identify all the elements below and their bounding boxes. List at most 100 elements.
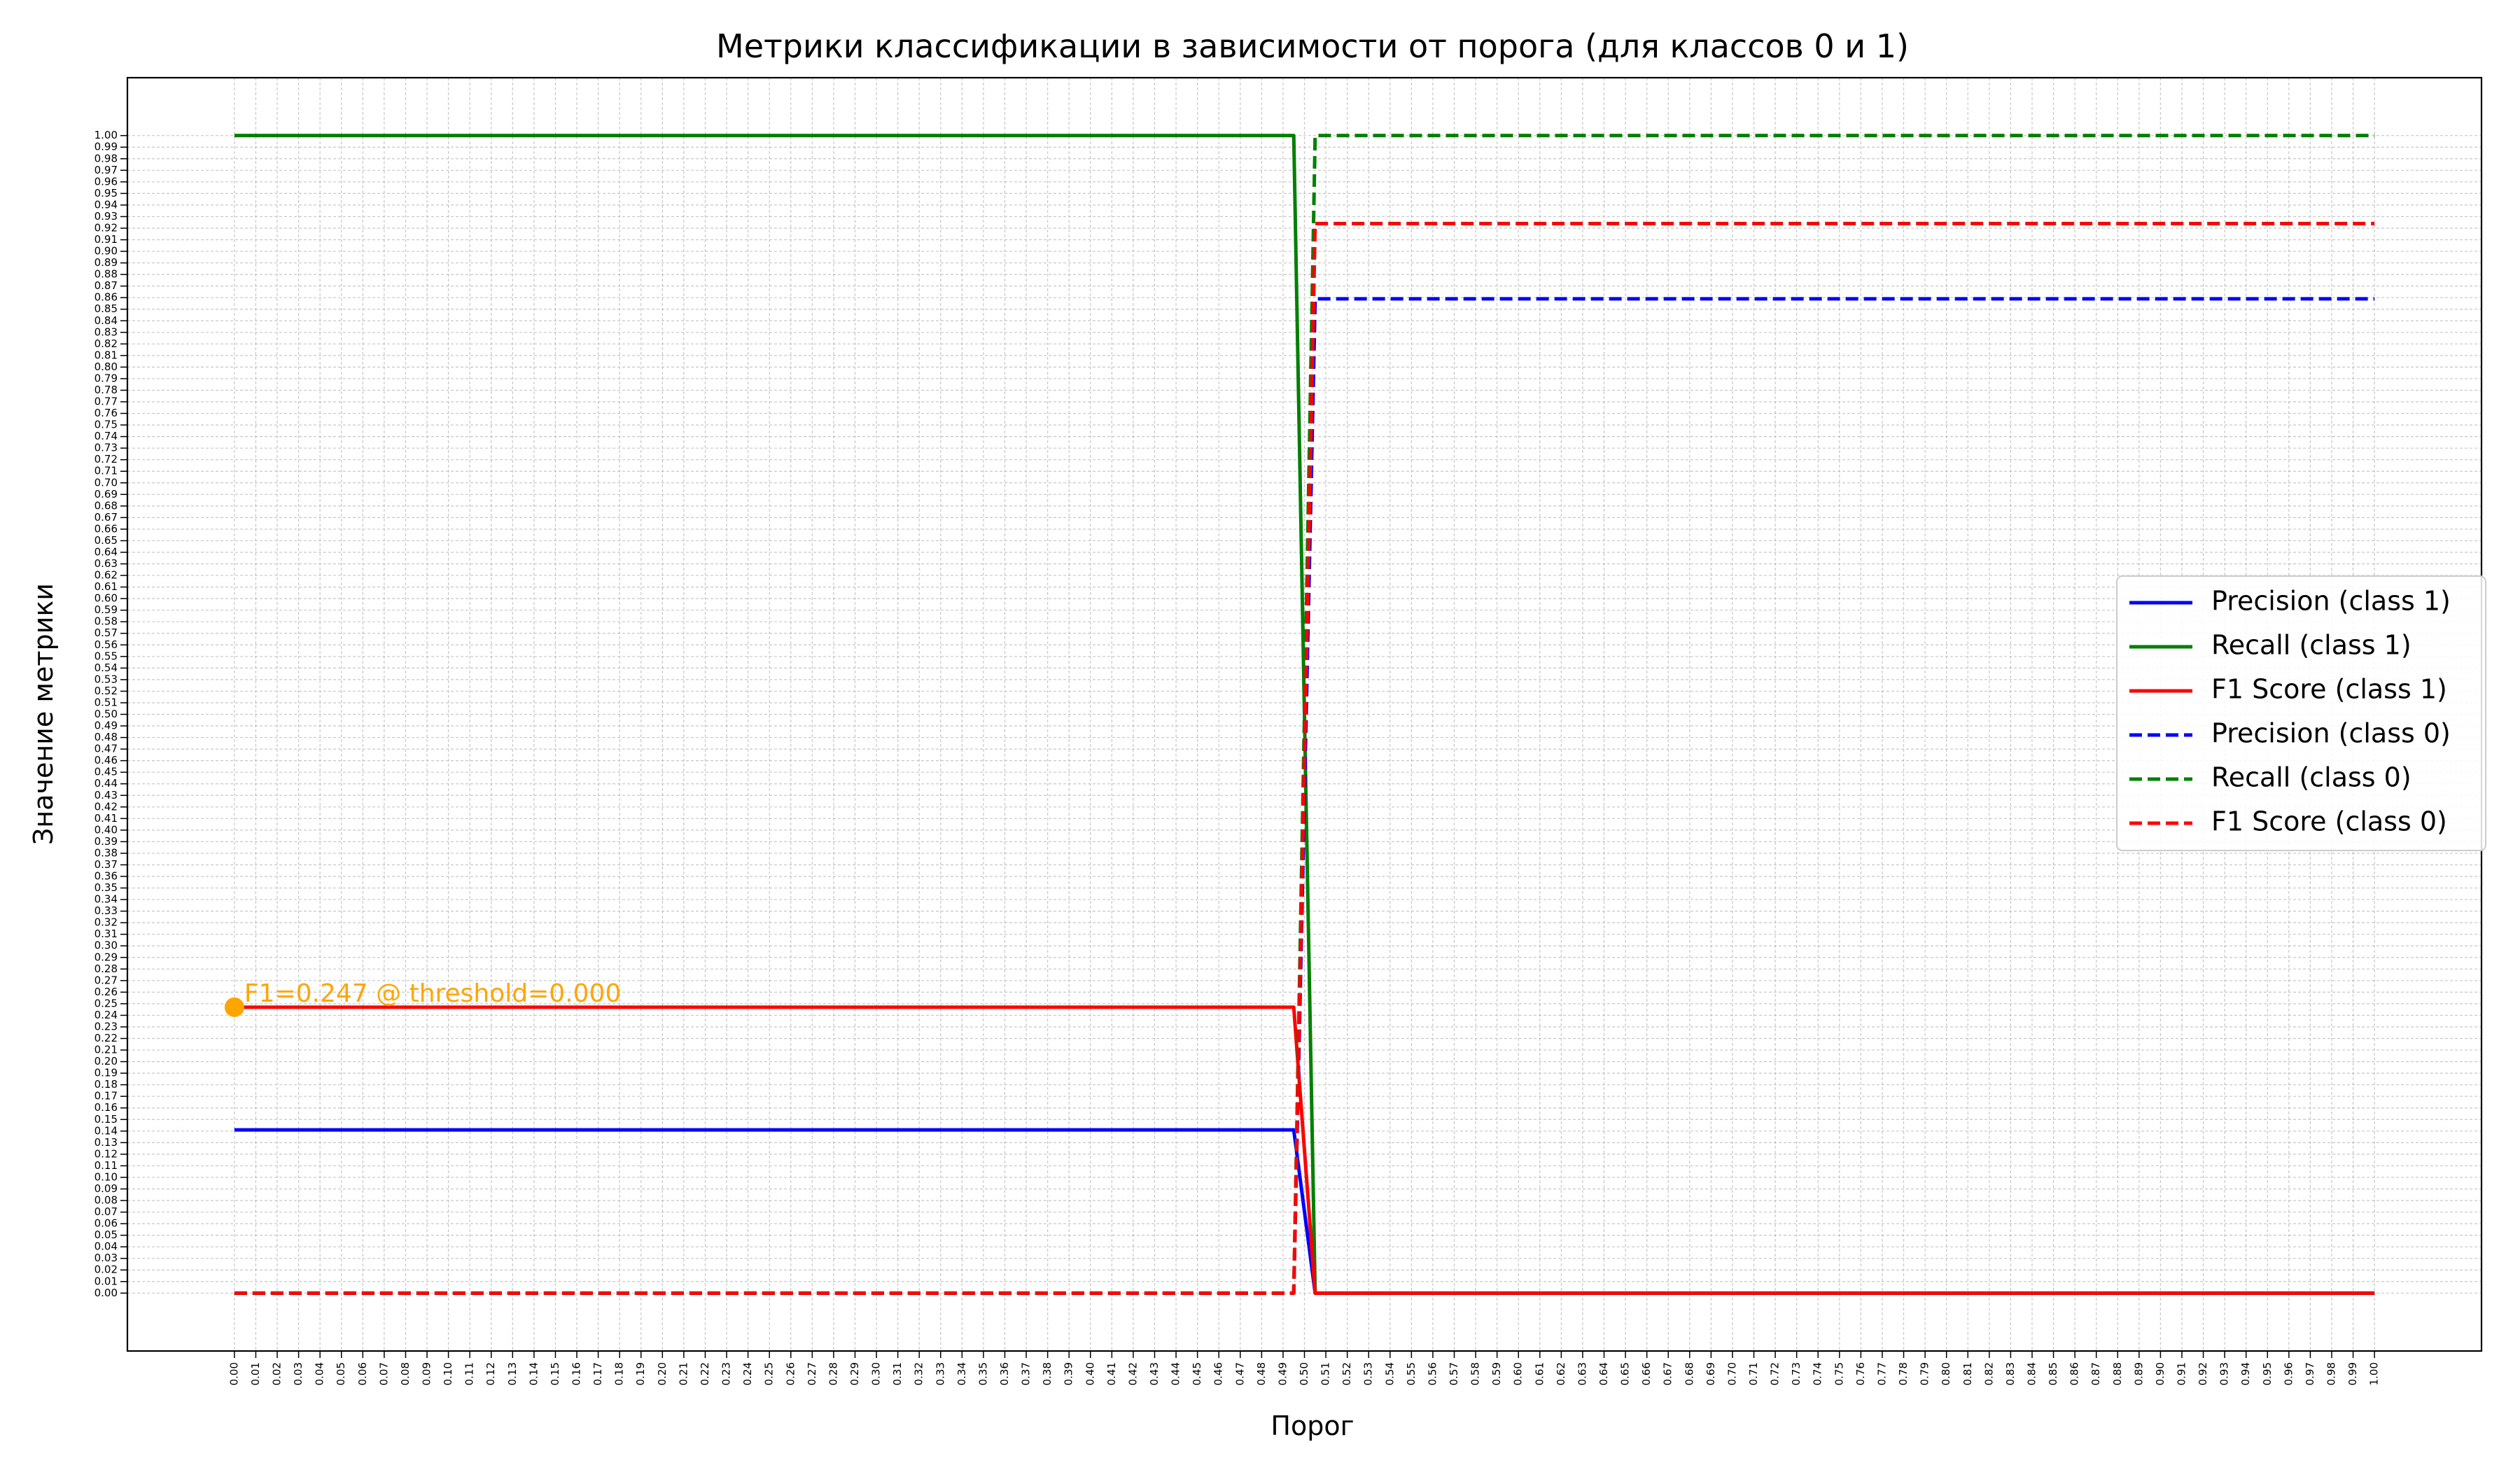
y-tick-label: 0.33	[94, 904, 118, 917]
x-tick-label: 0.38	[1041, 1362, 1054, 1385]
x-tick-label: 0.11	[463, 1362, 476, 1385]
x-tick-label: 0.66	[1640, 1362, 1653, 1385]
y-tick-label: 0.57	[94, 626, 118, 639]
y-tick-label: 0.94	[94, 198, 118, 211]
y-tick-label: 0.45	[94, 766, 118, 778]
x-tick-label: 0.47	[1233, 1362, 1246, 1385]
x-tick-label: 1.00	[2368, 1362, 2381, 1385]
x-tick-label: 0.76	[1854, 1362, 1867, 1385]
y-tick-label: 0.75	[94, 419, 118, 431]
x-tick-label: 0.05	[335, 1362, 347, 1385]
x-tick-label: 0.80	[1940, 1362, 1952, 1385]
x-tick-label: 0.35	[976, 1362, 989, 1385]
x-tick-label: 0.75	[1833, 1362, 1845, 1385]
y-tick-label: 0.28	[94, 962, 118, 975]
x-tick-label: 0.30	[870, 1362, 883, 1385]
x-tick-label: 0.84	[2025, 1362, 2038, 1385]
legend-label: Precision (class 0)	[2211, 718, 2451, 749]
y-tick-label: 0.68	[94, 499, 118, 512]
y-tick-label: 0.86	[94, 291, 118, 304]
x-tick-label: 0.83	[2004, 1362, 2017, 1385]
y-tick-label: 0.10	[94, 1170, 118, 1183]
x-tick-label: 0.51	[1320, 1362, 1332, 1385]
y-tick-label: 0.02	[94, 1264, 118, 1276]
x-tick-label: 0.17	[592, 1362, 604, 1385]
legend-label: F1 Score (class 0)	[2211, 806, 2447, 837]
x-tick-label: 0.86	[2068, 1362, 2081, 1385]
x-tick-label: 0.60	[1512, 1362, 1525, 1385]
y-tick-label: 0.15	[94, 1113, 118, 1126]
y-tick-label: 0.08	[94, 1194, 118, 1207]
x-tick-label: 0.65	[1619, 1362, 1632, 1385]
x-tick-label: 0.04	[314, 1362, 326, 1385]
legend-label: Recall (class 0)	[2211, 762, 2412, 793]
x-tick-label: 0.29	[848, 1362, 861, 1385]
y-tick-label: 0.20	[94, 1055, 118, 1068]
x-tick-label: 0.81	[1961, 1362, 1974, 1385]
y-tick-label: 0.60	[94, 592, 118, 605]
y-tick-label: 0.87	[94, 279, 118, 292]
y-tick-label: 0.80	[94, 360, 118, 373]
y-tick-label: 0.19	[94, 1067, 118, 1079]
x-axis-label: Порог	[1270, 1410, 1354, 1441]
x-tick-label: 0.53	[1362, 1362, 1375, 1385]
x-tick-label: 0.62	[1555, 1362, 1567, 1385]
x-tick-label: 0.99	[2346, 1362, 2359, 1385]
y-tick-label: 1.00	[94, 129, 118, 141]
y-tick-label: 0.03	[94, 1252, 118, 1264]
x-tick-label: 0.06	[356, 1362, 369, 1385]
y-tick-label: 0.01	[94, 1275, 118, 1287]
y-tick-label: 0.66	[94, 522, 118, 535]
grid	[127, 78, 2482, 1351]
x-tick-label: 0.61	[1533, 1362, 1546, 1385]
y-tick-label: 0.72	[94, 453, 118, 465]
x-tick-label: 0.46	[1212, 1362, 1225, 1385]
x-tick-label: 0.41	[1105, 1362, 1118, 1385]
series-lines	[234, 134, 2375, 1295]
x-tick-label: 0.56	[1426, 1362, 1438, 1385]
x-tick-label: 0.27	[806, 1362, 818, 1385]
x-tick-label: 0.07	[377, 1362, 390, 1385]
x-tick-label: 0.21	[677, 1362, 690, 1385]
y-tick-label: 0.36	[94, 870, 118, 883]
x-ticks: 0.00 0.01 0.02 0.03 0.04 0.05 0.06 0.07 0.08 0.09…	[227, 1351, 2381, 1385]
x-tick-label: 0.57	[1448, 1362, 1460, 1385]
y-tick-label: 0.35	[94, 881, 118, 894]
y-tick-label: 0.79	[94, 372, 118, 384]
x-tick-label: 0.55	[1405, 1362, 1418, 1385]
x-tick-label: 0.96	[2282, 1362, 2295, 1385]
y-tick-label: 0.65	[94, 534, 118, 547]
y-tick-label: 0.81	[94, 349, 118, 361]
x-tick-label: 0.25	[763, 1362, 776, 1385]
y-tick-label: 0.61	[94, 580, 118, 593]
y-tick-label: 0.48	[94, 731, 118, 743]
y-tick-label: 0.18	[94, 1078, 118, 1091]
y-tick-label: 0.92	[94, 221, 118, 234]
x-tick-label: 0.39	[1063, 1362, 1075, 1385]
legend-label: F1 Score (class 1)	[2211, 674, 2447, 705]
x-tick-label: 0.32	[913, 1362, 925, 1385]
x-tick-label: 0.22	[699, 1362, 711, 1385]
y-tick-label: 0.42	[94, 800, 118, 813]
x-tick-label: 0.67	[1662, 1362, 1674, 1385]
y-tick-label: 0.52	[94, 685, 118, 697]
y-tick-label: 0.70	[94, 476, 118, 489]
x-tick-label: 0.44	[1170, 1362, 1182, 1385]
y-tick-label: 0.29	[94, 951, 118, 963]
y-tick-label: 0.88	[94, 268, 118, 281]
x-tick-label: 0.92	[2197, 1362, 2209, 1385]
legend: Precision (class 1) Recall (class 1) F1 Sc…	[2116, 575, 2486, 851]
y-tick-label: 0.55	[94, 650, 118, 662]
y-tick-label: 0.53	[94, 673, 118, 685]
x-tick-label: 0.49	[1276, 1362, 1289, 1385]
y-tick-label: 0.06	[94, 1217, 118, 1230]
best-f1-annotation: F1=0.247 @ threshold=0.000	[244, 979, 622, 1008]
y-tick-label: 0.91	[94, 233, 118, 246]
y-axis-label: Значение метрики	[28, 583, 59, 845]
x-tick-label: 0.12	[484, 1362, 497, 1385]
y-tick-label: 0.83	[94, 326, 118, 338]
y-tick-label: 0.84	[94, 314, 118, 327]
y-tick-label: 0.98	[94, 152, 118, 164]
x-tick-label: 0.58	[1469, 1362, 1482, 1385]
x-tick-label: 0.82	[1982, 1362, 1995, 1385]
